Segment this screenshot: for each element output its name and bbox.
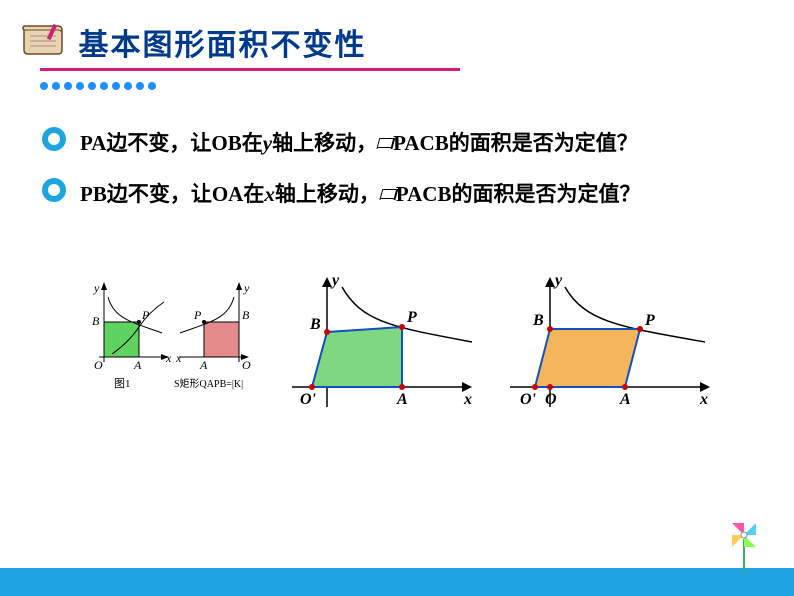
bullet-1-text: PA边不变，让OB在y轴上移动， PACB的面积是否为定值？: [80, 127, 638, 157]
b2-axis: x: [264, 182, 275, 206]
figure-1-group: y B P O A x y P: [74, 267, 264, 422]
f3-B: B: [532, 312, 544, 329]
notebook-icon: [20, 22, 66, 63]
f2-x: x: [463, 391, 472, 408]
content-area: PA边不变，让OB在y轴上移动，PACB的面积是否为定值？ PB边不变，让OA在…: [0, 95, 794, 442]
b1-suffix: 的面积是否为定值？: [449, 131, 638, 155]
f3-O: O: [545, 391, 557, 408]
f1r-B: B: [242, 308, 250, 322]
f1l-O: O: [94, 358, 103, 372]
parallelogram-icon: [378, 138, 394, 148]
f1r-y: y: [243, 281, 250, 295]
header-underline: [40, 68, 460, 71]
b1-axis: y: [263, 131, 272, 155]
page-title: 基本图形面积不变性: [78, 20, 366, 64]
b2-suffix: 的面积是否为定值？: [451, 182, 640, 206]
f1l-y: y: [93, 281, 100, 295]
b2-shape: PACB: [396, 182, 452, 206]
circle-bullet-icon: [40, 176, 68, 209]
f1l-A: A: [133, 358, 142, 372]
f3-Op: O': [520, 391, 537, 408]
f3-y: y: [553, 272, 563, 289]
b1-mid: 轴上移动，: [272, 131, 377, 155]
f1r-P: P: [193, 308, 202, 322]
b2-mid: 轴上移动，: [275, 182, 380, 206]
b2-prefix: PB边不变，让OA在: [80, 182, 264, 206]
parallelogram-icon: [381, 189, 397, 199]
b1-prefix: PA边不变，让OB在: [80, 131, 263, 155]
bullet-2-text: PB边不变，让OA在x轴上移动， PACB的面积是否为定值？: [80, 178, 640, 208]
f2-A: A: [396, 391, 408, 408]
f1l-x: x: [165, 351, 172, 365]
dots-decoration: [40, 77, 794, 95]
f2-P: P: [406, 309, 417, 326]
diagram-row: y B P O A x y P: [40, 227, 754, 442]
f3-x: x: [699, 391, 708, 408]
f2-B: B: [309, 316, 321, 333]
f1l-P: P: [141, 308, 150, 322]
f1-caption-left: 图1: [114, 377, 131, 390]
header: 基本图形面积不变性: [0, 0, 794, 95]
bullet-2: PB边不变，让OA在x轴上移动， PACB的面积是否为定值？: [40, 176, 754, 209]
circle-bullet-icon: [40, 125, 68, 158]
f1r-x: x: [175, 351, 182, 365]
figure-2: y B P O' A x: [272, 267, 482, 442]
f3-A: A: [619, 391, 631, 408]
f1l-B: B: [92, 314, 100, 328]
b1-shape: PACB: [393, 131, 449, 155]
pinwheel-icon: [724, 515, 764, 576]
f1r-O: O: [242, 358, 251, 372]
bottom-bar: [0, 568, 794, 596]
figure-3: y B P O' O A x: [490, 267, 720, 442]
f1-caption-right: S矩形QAPB=|K|: [174, 377, 243, 390]
f3-P: P: [644, 312, 655, 329]
bullet-1: PA边不变，让OB在y轴上移动， PACB的面积是否为定值？: [40, 125, 754, 158]
f2-y: y: [330, 272, 340, 289]
f2-Op: O': [300, 391, 317, 408]
f1r-A: A: [199, 358, 208, 372]
